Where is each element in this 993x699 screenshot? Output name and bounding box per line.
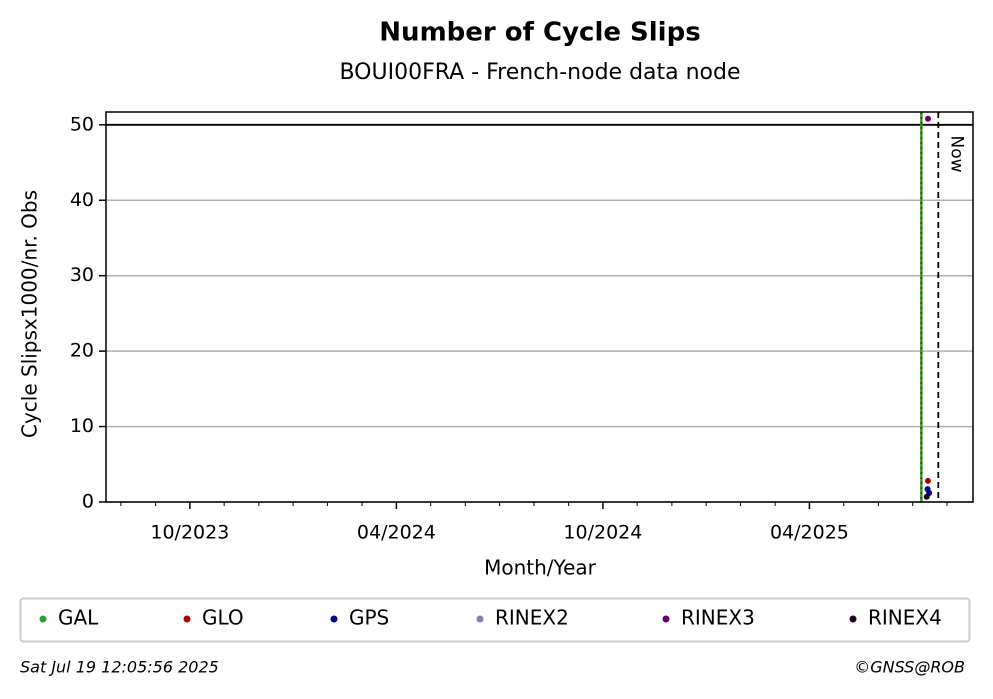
x-tick-label: 10/2023 <box>150 522 229 544</box>
x-tick-label: 10/2024 <box>563 522 642 544</box>
legend-marker <box>476 615 484 623</box>
y-tick-label: 30 <box>70 264 94 286</box>
point <box>924 115 931 122</box>
legend-marker <box>183 615 191 623</box>
legend-label: RINEX4 <box>868 606 942 630</box>
y-tick-label: 50 <box>70 113 94 135</box>
legend-marker <box>662 615 670 623</box>
y-tick-label: 10 <box>70 415 94 437</box>
legend-label: GLO <box>202 606 244 630</box>
plot-frame <box>105 111 974 503</box>
legend-label: RINEX2 <box>495 606 569 630</box>
footer-credit: ©GNSS@ROB <box>854 658 965 677</box>
y-axis-label: Cycle Slipsx1000/nr. Obs <box>18 190 42 438</box>
legend-label: GAL <box>58 606 99 630</box>
chart-title: Number of Cycle Slips <box>379 18 700 48</box>
y-tick-label: 0 <box>82 491 94 513</box>
y-tick-label: 40 <box>70 189 94 211</box>
chart-subtitle: BOUI00FRA - French-node data node <box>339 60 740 85</box>
x-tick-label: 04/2024 <box>357 522 436 544</box>
legend-label: GPS <box>349 606 389 630</box>
legend-label: RINEX3 <box>681 606 755 630</box>
legend-box <box>19 597 971 643</box>
footer-date: Sat Jul 19 12:05:56 2025 <box>20 658 219 677</box>
y-tick-label: 20 <box>70 340 94 362</box>
legend-marker <box>39 615 47 623</box>
x-tick-label: 04/2025 <box>770 522 849 544</box>
x-axis-label: Month/Year <box>484 556 597 580</box>
legend-marker <box>330 615 338 623</box>
point <box>923 493 930 500</box>
legend-marker <box>849 615 857 623</box>
now-label: Now <box>946 135 966 172</box>
point <box>924 477 931 484</box>
